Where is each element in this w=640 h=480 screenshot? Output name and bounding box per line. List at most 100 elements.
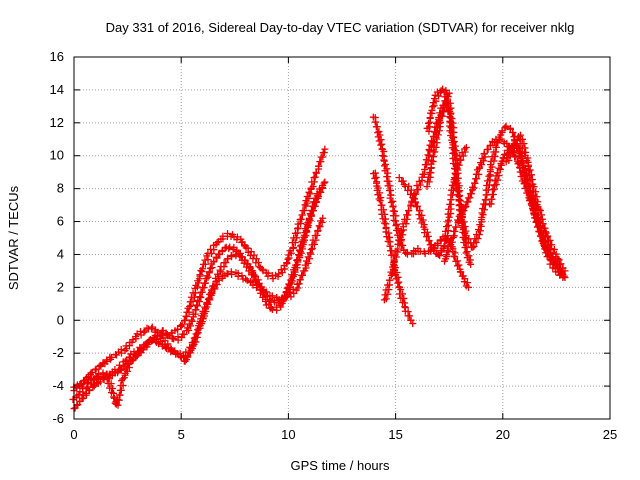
data-point: [560, 272, 568, 280]
data-point: [119, 381, 127, 389]
data-point: [414, 186, 422, 194]
data-point: [186, 349, 194, 357]
data-point: [314, 227, 322, 235]
data-point: [144, 340, 152, 348]
data-point: [292, 261, 300, 269]
data-point: [309, 203, 317, 211]
data-point: [443, 247, 451, 255]
data-point: [303, 220, 311, 228]
data-point: [495, 136, 503, 144]
data-point: [316, 158, 324, 166]
data-point: [455, 212, 463, 220]
data-point: [285, 288, 293, 296]
data-point: [424, 232, 432, 240]
data-point: [372, 123, 380, 131]
data-point: [155, 340, 163, 348]
data-point: [433, 88, 441, 96]
data-point: [381, 160, 389, 168]
y-axis-label: SDTVAR / TECUs: [6, 185, 21, 290]
data-point: [264, 272, 272, 280]
data-point: [392, 253, 400, 261]
data-point: [117, 366, 125, 374]
data-point: [218, 248, 226, 256]
data-point: [204, 296, 212, 304]
data-point: [192, 338, 200, 346]
data-point: [452, 223, 460, 231]
data-point: [306, 249, 314, 257]
y-tick-label: 2: [57, 279, 64, 294]
data-point: [448, 238, 456, 246]
data-point: [496, 165, 504, 173]
data-point: [429, 103, 437, 111]
data-point: [268, 306, 276, 314]
data-point: [405, 182, 413, 190]
data-point: [542, 228, 550, 236]
data-point: [506, 124, 514, 132]
data-point: [213, 254, 221, 262]
data-point: [187, 302, 195, 310]
data-point: [460, 224, 468, 232]
data-point: [388, 270, 396, 278]
series-track-7: [380, 89, 453, 304]
data-point: [561, 273, 569, 281]
data-point: [475, 231, 483, 239]
data-point: [192, 306, 200, 314]
data-point: [304, 224, 312, 232]
y-tick-label: 4: [57, 246, 64, 261]
data-point: [491, 152, 499, 160]
data-point: [296, 246, 304, 254]
data-point: [402, 220, 410, 228]
data-point: [457, 213, 465, 221]
data-point: [321, 145, 329, 153]
data-point: [459, 152, 467, 160]
data-point: [511, 153, 519, 161]
data-point: [204, 256, 212, 264]
data-point: [177, 322, 185, 330]
data-point: [486, 141, 494, 149]
data-point: [196, 293, 204, 301]
data-point: [295, 280, 303, 288]
series-track-1: [70, 145, 329, 395]
data-point: [186, 302, 194, 310]
data-point: [462, 144, 470, 151]
data-point: [277, 266, 285, 274]
data-point: [140, 328, 148, 336]
data-point: [509, 128, 517, 136]
data-point: [242, 275, 250, 283]
data-point: [422, 156, 430, 164]
y-tick-label: 16: [50, 49, 64, 64]
data-point: [481, 196, 489, 204]
data-point: [213, 239, 221, 247]
data-point: [474, 235, 482, 243]
chart-title: Day 331 of 2016, Sidereal Day-to-day VTE…: [106, 20, 575, 35]
data-point: [228, 271, 236, 279]
data-point: [475, 170, 483, 178]
data-point: [540, 238, 548, 246]
data-point: [384, 290, 392, 298]
data-point: [396, 240, 404, 248]
data-point: [291, 239, 299, 247]
data-point: [203, 300, 211, 308]
data-point: [310, 240, 318, 248]
data-point: [204, 273, 212, 281]
data-point: [423, 178, 431, 186]
y-tick-label: 14: [50, 82, 64, 97]
data-point: [224, 255, 232, 263]
data-point: [425, 119, 433, 127]
data-point: [406, 312, 414, 320]
data-point: [418, 211, 426, 219]
data-point: [449, 119, 457, 127]
data-point: [502, 122, 510, 130]
data-point: [283, 259, 291, 267]
grid-lines: [74, 57, 610, 419]
data-point: [213, 280, 221, 288]
data-point: [426, 168, 434, 176]
data-point: [296, 276, 304, 284]
data-point: [148, 325, 156, 333]
data-point: [174, 325, 182, 333]
data-point: [451, 228, 459, 235]
data-point: [536, 207, 544, 215]
data-point: [490, 139, 498, 147]
y-tick-label: 0: [57, 312, 64, 327]
data-point: [115, 391, 123, 399]
